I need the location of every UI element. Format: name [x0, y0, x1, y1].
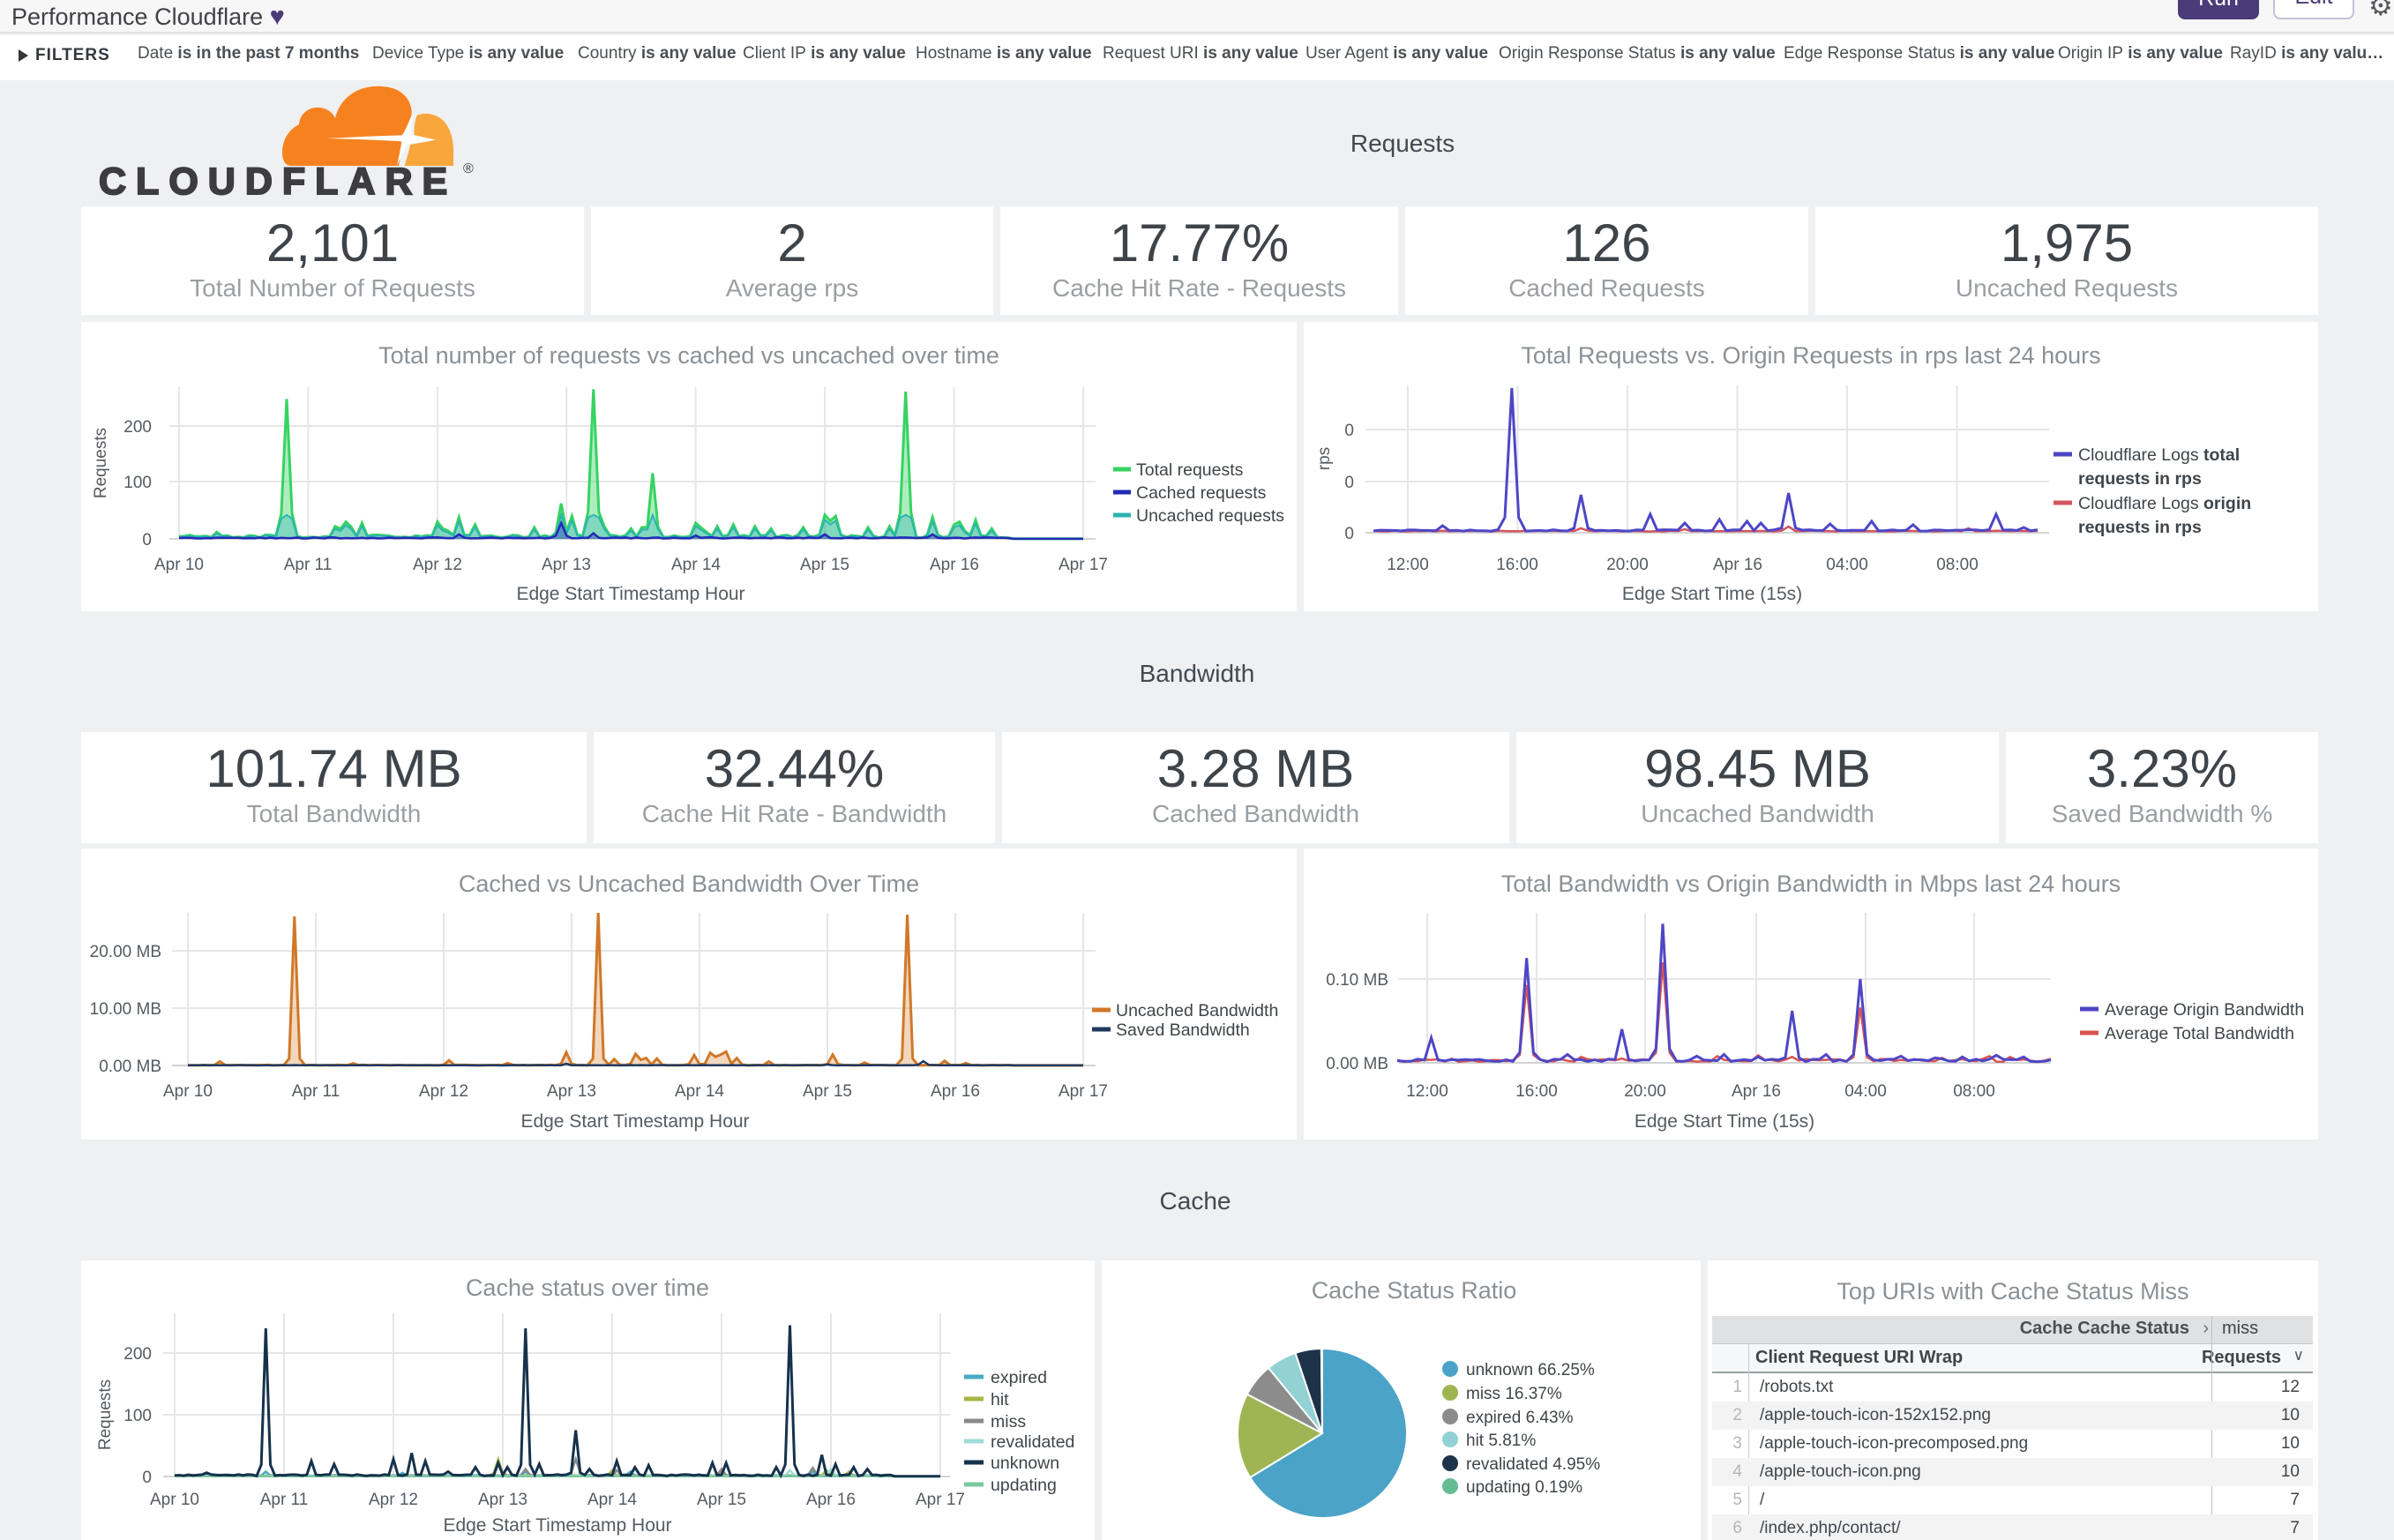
svg-text:20.00 MB: 20.00 MB [90, 943, 161, 961]
svg-text:04:00: 04:00 [1826, 556, 1868, 574]
svg-text:Apr 13: Apr 13 [542, 556, 591, 574]
svg-text:miss 16.37%: miss 16.37% [1466, 1385, 1562, 1403]
svg-text:CLOUDFLARE: CLOUDFLARE [99, 161, 457, 203]
svg-text:Cloudflare Logs origin: Cloudflare Logs origin [2078, 494, 2251, 513]
svg-text:Cache status over time: Cache status over time [466, 1275, 709, 1301]
svg-text:0.00 MB: 0.00 MB [1326, 1055, 1388, 1073]
svg-text:16:00: 16:00 [1515, 1082, 1558, 1101]
svg-text:0: 0 [1344, 474, 1354, 492]
svg-text:hit: hit [991, 1390, 1009, 1409]
svg-text:10.00 MB: 10.00 MB [90, 1000, 161, 1019]
svg-text:0.00 MB: 0.00 MB [99, 1058, 161, 1076]
svg-text:Apr 16: Apr 16 [1713, 556, 1762, 574]
svg-text:0: 0 [142, 531, 152, 549]
svg-text:expired: expired [991, 1368, 1047, 1387]
svg-text:revalidated: revalidated [991, 1432, 1074, 1452]
svg-text:miss: miss [991, 1412, 1026, 1432]
svg-text:12:00: 12:00 [1387, 556, 1429, 574]
svg-text:unknown: unknown [991, 1454, 1059, 1473]
svg-text:Apr 16: Apr 16 [930, 556, 979, 574]
svg-text:Apr 17: Apr 17 [1059, 556, 1108, 574]
svg-text:rps: rps [1315, 447, 1334, 470]
svg-text:Apr 16: Apr 16 [931, 1082, 980, 1101]
svg-text:Apr 10: Apr 10 [150, 1491, 199, 1509]
svg-text:Uncached requests: Uncached requests [1136, 506, 1284, 526]
svg-text:Apr 16: Apr 16 [1732, 1082, 1781, 1101]
svg-text:12:00: 12:00 [1406, 1082, 1448, 1101]
svg-text:Apr 15: Apr 15 [803, 1082, 852, 1101]
svg-text:Edge Start Timestamp Hour: Edge Start Timestamp Hour [516, 584, 744, 604]
svg-text:Apr 11: Apr 11 [260, 1491, 309, 1509]
svg-text:0: 0 [1344, 525, 1354, 543]
svg-text:200: 200 [123, 1345, 152, 1364]
svg-text:updating: updating [991, 1476, 1057, 1495]
svg-text:Uncached Bandwidth: Uncached Bandwidth [1116, 1001, 1278, 1020]
svg-text:0: 0 [142, 1469, 152, 1487]
svg-text:08:00: 08:00 [1953, 1082, 1995, 1101]
svg-text:requests in rps: requests in rps [2078, 518, 2202, 537]
svg-text:0.10 MB: 0.10 MB [1326, 971, 1388, 990]
svg-text:Cloudflare Logs total: Cloudflare Logs total [2078, 445, 2240, 465]
svg-text:Apr 16: Apr 16 [806, 1491, 856, 1509]
svg-text:Cache Status Ratio: Cache Status Ratio [1312, 1277, 1517, 1304]
svg-text:Apr 12: Apr 12 [413, 556, 462, 574]
svg-text:20:00: 20:00 [1606, 556, 1649, 574]
svg-text:Edge Start Timestamp Hour: Edge Start Timestamp Hour [443, 1515, 671, 1536]
svg-text:requests in rps: requests in rps [2078, 469, 2202, 489]
svg-text:100: 100 [123, 474, 152, 492]
svg-text:Apr 12: Apr 12 [419, 1082, 468, 1101]
svg-text:Cached requests: Cached requests [1136, 483, 1267, 503]
svg-text:Average Total Bandwidth: Average Total Bandwidth [2105, 1024, 2294, 1043]
svg-text:Apr 12: Apr 12 [369, 1491, 418, 1509]
svg-text:Apr 15: Apr 15 [800, 556, 849, 574]
svg-text:Apr 14: Apr 14 [671, 556, 721, 574]
svg-text:Apr 11: Apr 11 [284, 556, 333, 574]
svg-text:08:00: 08:00 [1936, 556, 1979, 574]
svg-text:Apr 10: Apr 10 [163, 1082, 213, 1101]
svg-text:Apr 13: Apr 13 [547, 1082, 596, 1101]
svg-text:Apr 10: Apr 10 [154, 556, 204, 574]
svg-text:®: ® [463, 161, 474, 176]
svg-text:unknown 66.25%: unknown 66.25% [1466, 1361, 1595, 1379]
svg-text:Edge Start Timestamp Hour: Edge Start Timestamp Hour [520, 1111, 749, 1132]
svg-text:Apr 13: Apr 13 [478, 1491, 527, 1509]
svg-text:Total requests: Total requests [1136, 460, 1244, 480]
svg-text:Apr 15: Apr 15 [697, 1491, 746, 1509]
svg-text:hit 5.81%: hit 5.81% [1466, 1432, 1536, 1450]
svg-text:Total Bandwidth vs Origin Band: Total Bandwidth vs Origin Bandwidth in M… [1501, 871, 2121, 897]
svg-text:Apr 17: Apr 17 [1059, 1082, 1108, 1101]
svg-text:Edge Start Time (15s): Edge Start Time (15s) [1635, 1111, 1814, 1132]
svg-text:04:00: 04:00 [1844, 1082, 1887, 1101]
svg-text:Edge Start Time (15s): Edge Start Time (15s) [1622, 584, 1802, 604]
svg-text:Apr 17: Apr 17 [916, 1491, 965, 1509]
svg-text:Total Requests vs. Origin Requ: Total Requests vs. Origin Requests in rp… [1521, 342, 2100, 369]
svg-text:expired 6.43%: expired 6.43% [1466, 1409, 1574, 1427]
svg-text:100: 100 [123, 1407, 152, 1425]
svg-text:200: 200 [123, 418, 152, 437]
svg-text:Requests: Requests [92, 428, 110, 498]
svg-text:revalidated 4.95%: revalidated 4.95% [1466, 1455, 1600, 1474]
svg-text:Apr 11: Apr 11 [292, 1082, 340, 1101]
svg-text:Average Origin Bandwidth: Average Origin Bandwidth [2105, 1000, 2304, 1020]
svg-text:Requests: Requests [96, 1379, 115, 1450]
svg-text:Apr 14: Apr 14 [587, 1491, 637, 1509]
svg-text:16:00: 16:00 [1496, 556, 1538, 574]
svg-text:20:00: 20:00 [1624, 1082, 1666, 1101]
svg-text:Cached vs Uncached Bandwidth O: Cached vs Uncached Bandwidth Over Time [459, 871, 919, 897]
svg-text:0: 0 [1344, 422, 1354, 440]
svg-text:Apr 14: Apr 14 [675, 1082, 724, 1101]
svg-text:Total number of requests vs ca: Total number of requests vs cached vs un… [378, 342, 999, 369]
svg-text:updating 0.19%: updating 0.19% [1466, 1478, 1582, 1497]
svg-text:Saved Bandwidth: Saved Bandwidth [1116, 1020, 1250, 1040]
